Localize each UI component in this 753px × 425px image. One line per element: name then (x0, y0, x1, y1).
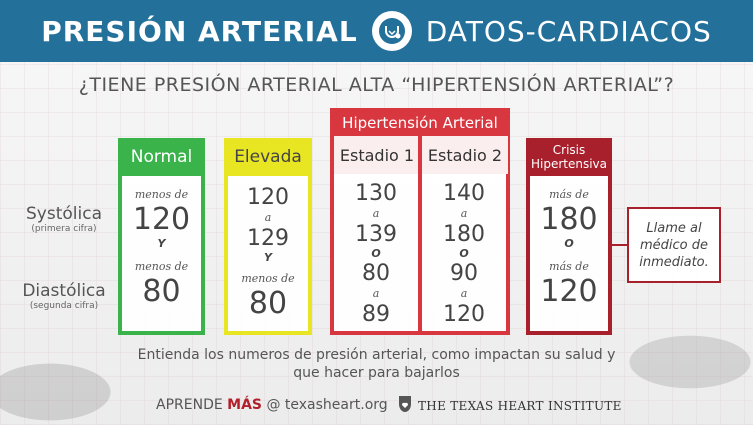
institute-name: THE TEXAS HEART INSTITUTE (418, 399, 622, 413)
stage2-dia-to: 120 (443, 302, 485, 327)
crisis-title-line1: Crisis (552, 143, 586, 157)
normal-joiner: Y (157, 237, 166, 250)
header-title-right: DATOS-CARDIACOS (425, 14, 712, 48)
header-banner: PRESIÓN ARTERIAL DATOS-CARDIACOS (0, 0, 753, 62)
stage1-dia-to: 89 (362, 302, 390, 327)
elevada-joiner: Y (264, 251, 272, 264)
systolic-sub-text: (primera cifra) (31, 224, 97, 234)
shield-heart-icon (398, 395, 412, 417)
normal-sys-value: 120 (132, 202, 191, 237)
footer-description: Entienda los numeros de presión arterial… (110, 346, 643, 382)
category-elevada-values: 120 a 129 Y menos de 80 (228, 184, 308, 322)
normal-sys-prefix: menos de (134, 188, 189, 201)
category-elevada: Elevada 120 a 129 Y menos de 80 (224, 138, 312, 335)
normal-dia-prefix: menos de (134, 260, 189, 273)
crisis-sys-prefix: más de (549, 188, 589, 201)
category-normal-values: menos de 120 Y menos de 80 (122, 188, 201, 310)
stage2-joiner: O (459, 247, 469, 260)
systolic-label: Systólica (primera cifra) (22, 204, 106, 234)
callout-connector (612, 244, 627, 246)
question-heading: ¿TIENE PRESIÓN ARTERIAL ALTA “HIPERTENSI… (78, 74, 675, 96)
elevada-dia-prefix: menos de (241, 272, 295, 285)
stage1-sys-to: 139 (355, 222, 397, 247)
elevada-sys-from: 120 (247, 185, 289, 210)
category-normal: Normal menos de 120 Y menos de 80 (118, 138, 205, 335)
footer-line1: Entienda los numeros de presión arterial… (137, 347, 616, 363)
crisis-dia-prefix: más de (549, 260, 589, 273)
category-elevada-title: Elevada (224, 138, 312, 176)
header-title-left: PRESIÓN ARTERIAL (41, 14, 358, 48)
systolic-label-text: Systólica (26, 204, 102, 224)
institute-brand: THE TEXAS HEART INSTITUTE (398, 395, 622, 417)
stage2-dia-from: 90 (450, 261, 478, 286)
category-hypertension-title: Hipertensión Arterial (330, 108, 510, 138)
stage2-values: 140 a 180 O 90 a 120 (422, 180, 506, 328)
cta-prefix: APRENDE (156, 397, 228, 413)
stage2-title: Estadio 2 (422, 136, 508, 174)
stage2-a2: a (460, 287, 468, 300)
stage1-a1: a (372, 207, 380, 220)
diastolic-sub-text: (segunda cifra) (29, 301, 99, 311)
stage2-sys-to: 180 (443, 222, 485, 247)
crisis-dia-value: 120 (540, 274, 598, 309)
elevada-sys-to: 129 (247, 226, 289, 251)
stage1-dia-from: 80 (362, 261, 390, 286)
category-crisis-values: más de 180 O más de 120 (530, 188, 608, 310)
cta-bold: MÁS (227, 397, 263, 413)
stage-divider (418, 136, 422, 331)
diastolic-label: Diastólica (segunda cifra) (22, 281, 106, 311)
stage2-sys-from: 140 (443, 181, 485, 206)
elevada-dia-value: 80 (248, 286, 288, 321)
stage1-joiner: O (371, 247, 381, 260)
elevada-sys-a: a (264, 211, 272, 224)
category-normal-title: Normal (118, 138, 205, 176)
stethoscope-heart-icon (371, 11, 412, 51)
diastolic-label-text: Diastólica (22, 281, 106, 301)
crisis-title-line2: Hipertensiva (530, 157, 608, 171)
stage2-a1: a (460, 207, 468, 220)
stage1-values: 130 a 139 O 80 a 89 (334, 180, 418, 328)
category-crisis-title: Crisis Hipertensiva (526, 138, 612, 176)
stage1-sys-from: 130 (355, 181, 397, 206)
category-hypertension: Estadio 1 Estadio 2 130 a 139 O 80 a 89 … (330, 136, 510, 335)
callout-box: Llame al médico de inmediato. (627, 207, 721, 283)
stage1-title: Estadio 1 (334, 136, 420, 174)
normal-dia-value: 80 (142, 274, 181, 309)
cta-suffix: @ texasheart.org (262, 397, 388, 413)
crisis-joiner: O (564, 237, 574, 250)
category-crisis: Crisis Hipertensiva más de 180 O más de … (526, 138, 612, 335)
learn-more-link[interactable]: APRENDE MÁS @ texasheart.org (156, 397, 388, 413)
crisis-sys-value: 180 (540, 202, 598, 237)
stage1-a2: a (372, 287, 380, 300)
footer-line2: que hacer para bajarlos (293, 365, 460, 381)
